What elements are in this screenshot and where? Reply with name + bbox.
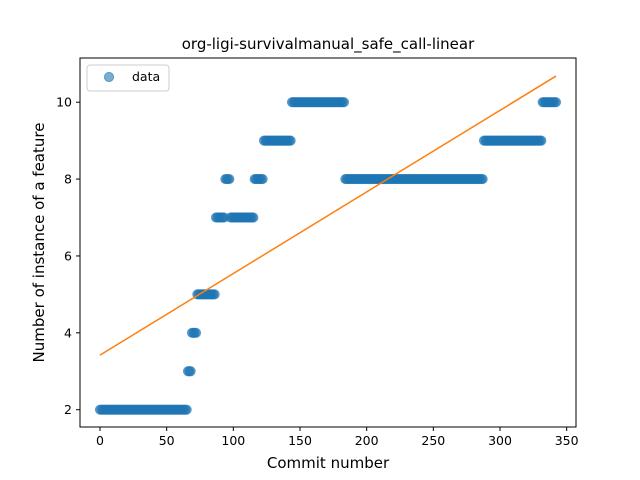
x-tick-label: 200 xyxy=(355,433,379,448)
x-tick-label: 0 xyxy=(96,433,104,448)
legend-label-data: data xyxy=(132,69,160,84)
y-tick-label: 2 xyxy=(64,402,72,417)
x-tick-label: 350 xyxy=(555,433,579,448)
data-point xyxy=(190,327,202,338)
chart-title: org-ligi-survivalmanual_safe_call-linear xyxy=(182,35,475,54)
x-axis-label: Commit number xyxy=(267,454,390,472)
x-tick-label: 50 xyxy=(159,433,175,448)
x-axis: 0 50 100 150 200 250 300 350 xyxy=(96,427,579,448)
data-point xyxy=(550,97,562,108)
y-axis: 2 4 6 8 10 xyxy=(56,95,80,417)
data-point xyxy=(477,173,488,185)
y-axis-label: Number of instance of a feature xyxy=(30,123,48,363)
data-point xyxy=(185,366,196,377)
x-tick-label: 250 xyxy=(421,433,445,448)
data-point xyxy=(338,97,350,108)
y-tick-label: 4 xyxy=(64,325,72,340)
legend-box xyxy=(86,64,170,92)
y-tick-label: 8 xyxy=(64,172,72,187)
axes-frame xyxy=(79,57,577,428)
y-tick-label: 10 xyxy=(56,95,72,110)
data-point xyxy=(224,173,235,185)
data-point xyxy=(209,289,220,300)
data-point xyxy=(536,135,547,146)
x-tick-label: 150 xyxy=(288,433,312,448)
legend-marker-data xyxy=(103,71,115,83)
legend: data xyxy=(86,64,170,92)
data-point xyxy=(181,404,192,415)
y-tick-label: 6 xyxy=(64,248,72,263)
data-point xyxy=(248,212,259,223)
data-point xyxy=(285,135,296,146)
data-point xyxy=(257,173,268,185)
plot-area xyxy=(94,75,562,415)
x-tick-label: 300 xyxy=(488,433,512,448)
x-tick-label: 100 xyxy=(221,433,245,448)
fit-line xyxy=(99,75,557,356)
